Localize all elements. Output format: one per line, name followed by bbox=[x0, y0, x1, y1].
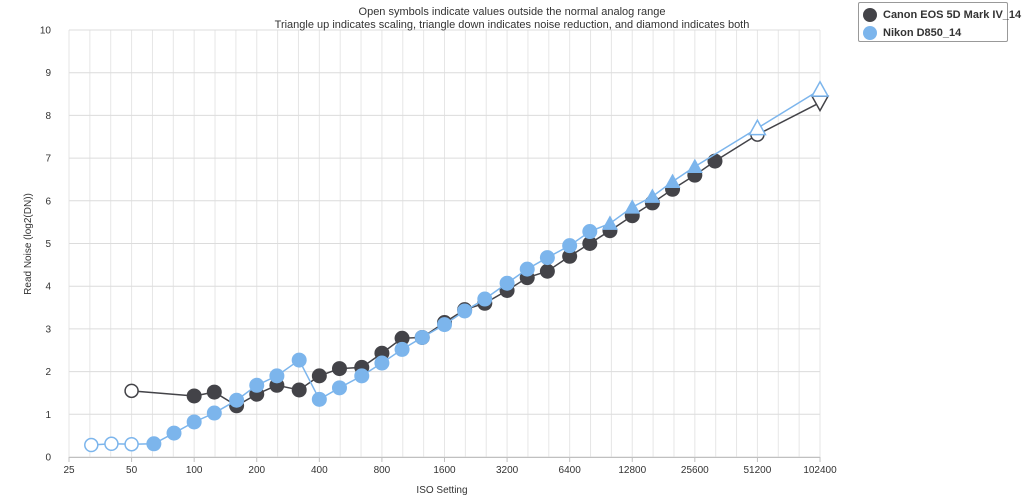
data-point-triangle-up bbox=[686, 158, 703, 174]
data-point-marker bbox=[186, 414, 202, 430]
data-point-marker bbox=[582, 224, 598, 240]
data-point-marker bbox=[186, 388, 202, 404]
data-point-marker bbox=[354, 368, 370, 384]
y-tick-label: 8 bbox=[45, 111, 51, 122]
x-tick-label: 102400 bbox=[803, 465, 837, 476]
legend-item-canon[interactable]: Canon EOS 5D Mark IV_14 bbox=[863, 6, 1021, 24]
data-point-marker bbox=[437, 317, 452, 333]
data-point-marker bbox=[499, 275, 515, 291]
data-point-marker bbox=[582, 236, 598, 251]
data-point-marker bbox=[229, 392, 245, 408]
x-axis-label: ISO Setting bbox=[416, 485, 467, 496]
data-point-marker bbox=[269, 368, 285, 384]
y-tick-label: 0 bbox=[45, 453, 51, 464]
series-nikon bbox=[84, 80, 830, 453]
data-point-marker bbox=[311, 368, 327, 384]
canon-swatch-icon bbox=[863, 8, 877, 22]
data-point-marker bbox=[124, 436, 139, 452]
y-tick-label: 7 bbox=[45, 154, 51, 165]
data-point-marker bbox=[206, 405, 222, 421]
title-line-2: Triangle up indicates scaling, triangle … bbox=[275, 19, 750, 31]
data-point-marker bbox=[374, 355, 390, 371]
data-point-triangle-down bbox=[810, 95, 830, 113]
data-point-marker bbox=[249, 377, 265, 393]
x-tick-label: 400 bbox=[311, 465, 328, 476]
data-point-triangle-up bbox=[664, 173, 681, 188]
x-tick-label: 800 bbox=[374, 465, 391, 476]
x-tick-label: 25 bbox=[63, 465, 75, 476]
x-axis-ticks: 25 50 100 200 400 800 1600 3200 6400 12800 25600 51… bbox=[63, 457, 837, 476]
data-point-marker bbox=[562, 248, 578, 264]
title-line-1: Open symbols indicate values outside the… bbox=[359, 6, 666, 18]
data-point-marker bbox=[519, 261, 535, 277]
y-tick-label: 5 bbox=[45, 239, 51, 250]
y-tick-label: 2 bbox=[45, 367, 51, 378]
data-point-marker bbox=[331, 380, 347, 396]
data-point-marker bbox=[146, 436, 162, 452]
y-axis-ticks: 0 1 2 3 4 5 6 7 8 9 10 bbox=[40, 26, 52, 464]
y-axis-label: Read Noise (log2(DN)) bbox=[23, 193, 34, 295]
grid bbox=[68, 29, 821, 458]
series-canon bbox=[124, 95, 830, 414]
legend: Canon EOS 5D Mark IV_14 Nikon D850_14 bbox=[858, 2, 1021, 42]
x-tick-label: 1600 bbox=[433, 465, 456, 476]
data-point-marker bbox=[539, 250, 555, 266]
nikon-swatch-icon bbox=[863, 26, 877, 40]
y-tick-label: 6 bbox=[45, 196, 51, 207]
chart-title: Open symbols indicate values outside the… bbox=[275, 6, 750, 31]
data-point-marker bbox=[414, 329, 430, 345]
data-point-marker bbox=[104, 436, 119, 452]
data-point-marker bbox=[311, 391, 327, 407]
data-point-marker bbox=[539, 263, 555, 279]
data-point-marker bbox=[457, 303, 473, 319]
data-point-marker bbox=[562, 238, 578, 254]
x-tick-label: 100 bbox=[186, 465, 203, 476]
data-point-triangle-up bbox=[810, 80, 830, 97]
series-line bbox=[91, 89, 821, 446]
x-tick-label: 12800 bbox=[618, 465, 646, 476]
y-tick-label: 10 bbox=[40, 26, 52, 37]
data-point-marker bbox=[166, 425, 182, 441]
data-point-marker bbox=[707, 153, 723, 169]
y-tick-label: 4 bbox=[45, 282, 51, 293]
legend-label-nikon: Nikon D850_14 bbox=[883, 27, 962, 39]
data-point-triangle-up bbox=[644, 188, 661, 203]
y-tick-label: 1 bbox=[45, 410, 51, 421]
x-tick-label: 50 bbox=[126, 465, 138, 476]
data-point-marker bbox=[291, 382, 307, 398]
data-point-marker bbox=[84, 437, 99, 453]
data-point-triangle-up bbox=[748, 118, 767, 136]
data-point-triangle-up bbox=[624, 199, 641, 214]
data-point-marker bbox=[291, 352, 307, 368]
plot-series bbox=[84, 80, 830, 453]
series-line bbox=[131, 101, 821, 407]
y-tick-label: 3 bbox=[45, 324, 51, 335]
x-tick-label: 3200 bbox=[496, 465, 519, 476]
x-tick-label: 6400 bbox=[559, 465, 582, 476]
x-tick-label: 25600 bbox=[681, 465, 709, 476]
x-tick-label: 200 bbox=[248, 465, 265, 476]
data-point-marker bbox=[394, 330, 410, 346]
y-tick-label: 9 bbox=[45, 68, 51, 79]
data-point-marker bbox=[124, 383, 139, 399]
data-point-marker bbox=[206, 384, 222, 400]
data-point-marker bbox=[331, 361, 347, 377]
data-point-marker bbox=[394, 341, 410, 357]
legend-item-nikon[interactable]: Nikon D850_14 bbox=[863, 24, 961, 42]
legend-label-canon: Canon EOS 5D Mark IV_14 bbox=[883, 9, 1022, 21]
data-point-triangle-up bbox=[601, 215, 618, 230]
data-point-marker bbox=[477, 291, 493, 307]
x-tick-label: 51200 bbox=[744, 465, 772, 476]
